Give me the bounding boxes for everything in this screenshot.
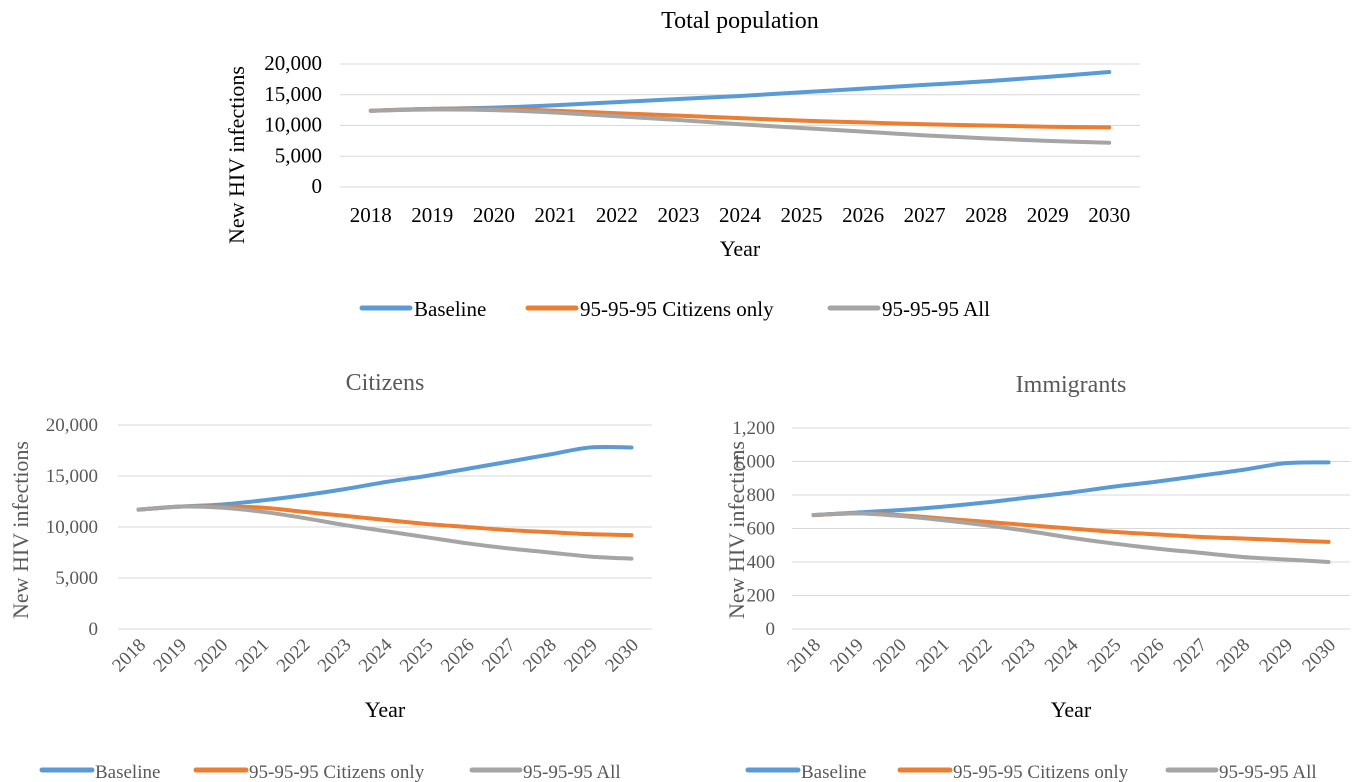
series-line-95-95-95-all <box>136 504 634 561</box>
series-line-baseline <box>811 460 1331 518</box>
chart-citizens: Citizens 0 5,000 10,000 15,000 20,000 2018 2019… <box>8 370 652 782</box>
y-axis-label: New HIV infections <box>224 66 249 244</box>
legend-label: Baseline <box>801 762 866 782</box>
series-line-95-95-95-all <box>811 511 1331 564</box>
x-tick-label: 2022 <box>273 635 315 677</box>
legend-label: 95-95-95 All <box>523 762 621 782</box>
x-tick-label: 2018 <box>783 635 825 677</box>
legend-label: 95-95-95 Citizens only <box>953 762 1129 782</box>
y-tick-label: 400 <box>747 552 776 573</box>
x-tick-label: 2023 <box>314 635 356 677</box>
x-tick-label: 2021 <box>912 635 954 677</box>
chart-title: Immigrants <box>1016 372 1127 398</box>
x-tick-label: 2024 <box>719 203 762 227</box>
x-tick-label: 2019 <box>149 635 191 677</box>
y-tick-label: 0 <box>89 619 99 640</box>
x-tick-label: 2022 <box>955 635 997 677</box>
y-tick-label: 5,000 <box>55 568 98 589</box>
series-line-95-95-95-all <box>368 107 1112 145</box>
y-axis-label: New HIV infections <box>8 441 33 619</box>
y-tick-label: 20,000 <box>264 51 322 75</box>
series-line-baseline <box>136 444 634 512</box>
x-tick-label: 2025 <box>1084 635 1126 677</box>
x-axis-label: Year <box>365 697 406 722</box>
y-tick-label: 0 <box>766 619 776 640</box>
y-tick-label: 15,000 <box>264 82 322 106</box>
y-tick-label: 10,000 <box>264 113 322 137</box>
y-tick-label: 200 <box>747 586 776 607</box>
x-tick-label: 2026 <box>1127 635 1169 677</box>
x-tick-label: 2027 <box>904 203 946 227</box>
x-tick-label: 2030 <box>1088 203 1130 227</box>
x-tick-label: 2021 <box>232 635 274 677</box>
x-tick-label: 2019 <box>411 203 453 227</box>
x-tick-label: 2019 <box>826 635 868 677</box>
x-axis-label: Year <box>720 236 761 261</box>
x-tick-label: 2018 <box>350 203 392 227</box>
chart-title: Total population <box>661 8 819 34</box>
x-tick-label: 2026 <box>842 203 884 227</box>
x-tick-label: 2027 <box>478 635 520 677</box>
x-tick-label: 2023 <box>657 203 699 227</box>
x-tick-label: 2020 <box>473 203 515 227</box>
y-tick-label: 10,000 <box>46 517 98 538</box>
x-tick-label: 2020 <box>869 635 911 677</box>
y-tick-label: 1,200 <box>732 418 775 439</box>
x-tick-label: 2025 <box>396 635 438 677</box>
x-tick-label: 2030 <box>601 635 643 677</box>
legend-label: Baseline <box>414 297 486 321</box>
y-tick-label: 1,000 <box>732 452 775 473</box>
x-tick-label: 2023 <box>998 635 1040 677</box>
x-tick-label: 2018 <box>108 635 150 677</box>
x-tick-label: 2028 <box>965 203 1007 227</box>
x-tick-label: 2025 <box>781 203 823 227</box>
chart-total-population: Total population 0 5,000 10,000 15,000 20,000… <box>224 8 1140 321</box>
y-tick-label: 800 <box>747 485 776 506</box>
x-tick-label: 2028 <box>1213 635 1255 677</box>
legend-label: 95-95-95 All <box>1219 762 1317 782</box>
x-axis-label: Year <box>1051 697 1092 722</box>
y-axis-label: New HIV infections <box>724 441 749 619</box>
series-line-baseline <box>368 69 1112 113</box>
y-tick-label: 20,000 <box>46 415 98 436</box>
x-tick-label: 2024 <box>355 634 397 676</box>
y-tick-label: 600 <box>747 519 776 540</box>
x-tick-label: 2027 <box>1170 635 1212 677</box>
y-tick-label: 5,000 <box>275 143 322 167</box>
x-tick-label: 2020 <box>191 635 233 677</box>
x-tick-label: 2029 <box>1255 635 1297 677</box>
x-tick-label: 2028 <box>519 635 561 677</box>
x-tick-label: 2026 <box>437 635 479 677</box>
legend-label: 95-95-95 Citizens only <box>580 297 774 321</box>
x-tick-label: 2029 <box>1027 203 1069 227</box>
x-tick-label: 2030 <box>1298 635 1340 677</box>
y-tick-label: 0 <box>312 174 323 198</box>
legend-label: 95-95-95 Citizens only <box>249 762 425 782</box>
legend-label: 95-95-95 All <box>882 297 990 321</box>
x-tick-label: 2024 <box>1041 634 1083 676</box>
chart-immigrants: Immigrants 0 200 400 600 800 1,000 1,200 2018 201… <box>724 372 1350 782</box>
y-tick-label: 15,000 <box>46 466 98 487</box>
legend-label: Baseline <box>95 762 160 782</box>
x-tick-label: 2022 <box>596 203 638 227</box>
chart-title: Citizens <box>346 370 425 396</box>
x-tick-label: 2029 <box>560 635 602 677</box>
x-tick-label: 2021 <box>534 203 576 227</box>
